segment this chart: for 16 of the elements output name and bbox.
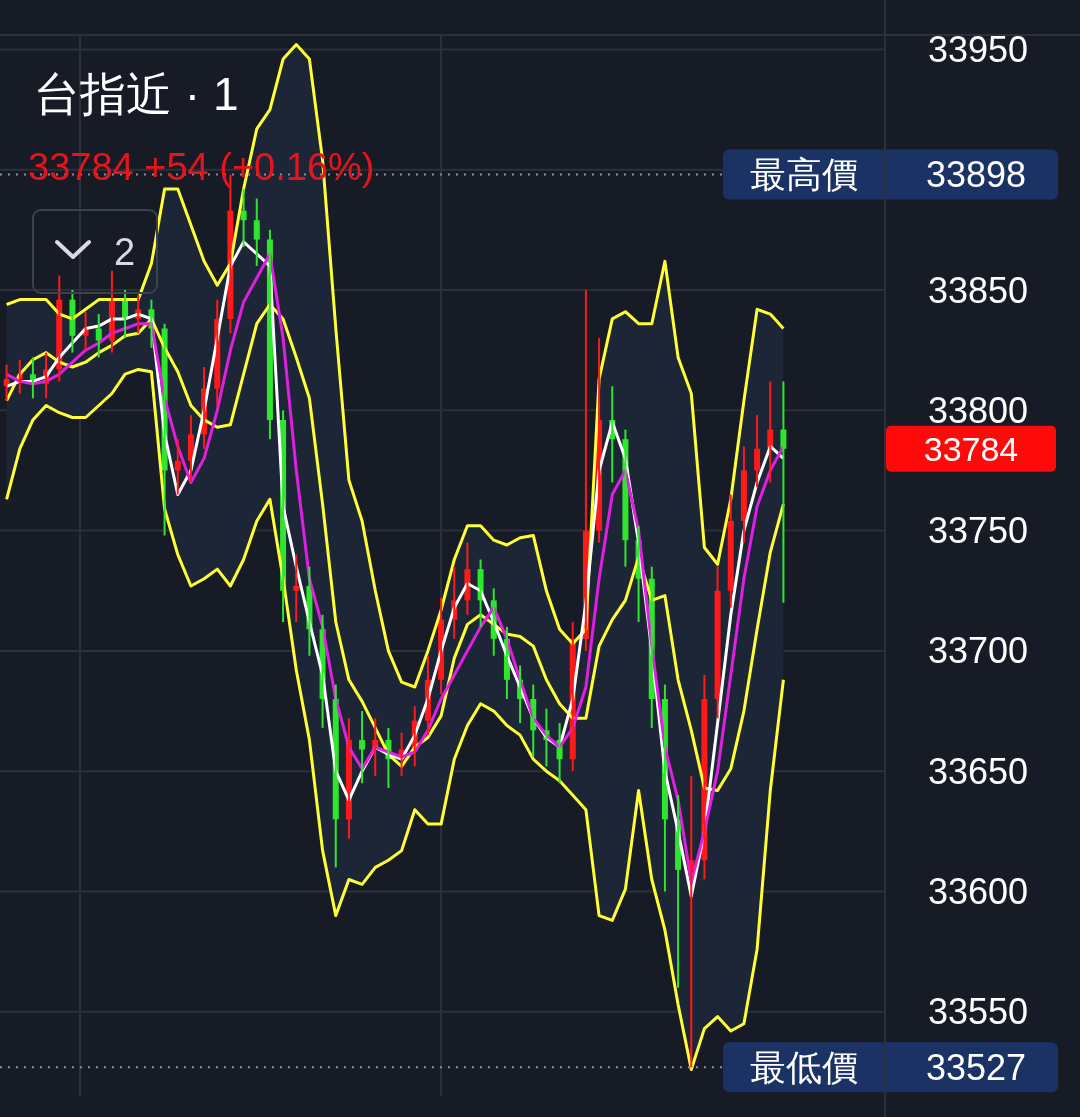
annotation: 2 — [114, 231, 136, 273]
y-tick-label: 33550 — [927, 991, 1029, 1033]
text: 台指近 · 1 — [34, 68, 239, 120]
line-series — [5, 43, 785, 689]
ref-line: 最低價 33527 — [0, 1041, 1058, 1094]
y-tick-label: 33784 — [923, 429, 1019, 468]
y-tick-label: 33700 — [927, 630, 1029, 672]
y-tick-label: 33650 — [927, 750, 1029, 792]
y-tick-label: 33950 — [927, 28, 1029, 70]
y-tick-label: 33600 — [927, 871, 1029, 912]
price-tag: 33784 — [886, 425, 1056, 472]
y-tick-label: 33750 — [927, 510, 1029, 552]
text: 33898 — [925, 154, 1027, 196]
y-tick-label: 33850 — [927, 269, 1029, 311]
ref-line-label: 最低價 — [750, 1046, 858, 1088]
ref-line-label: 最高價 — [750, 154, 858, 196]
